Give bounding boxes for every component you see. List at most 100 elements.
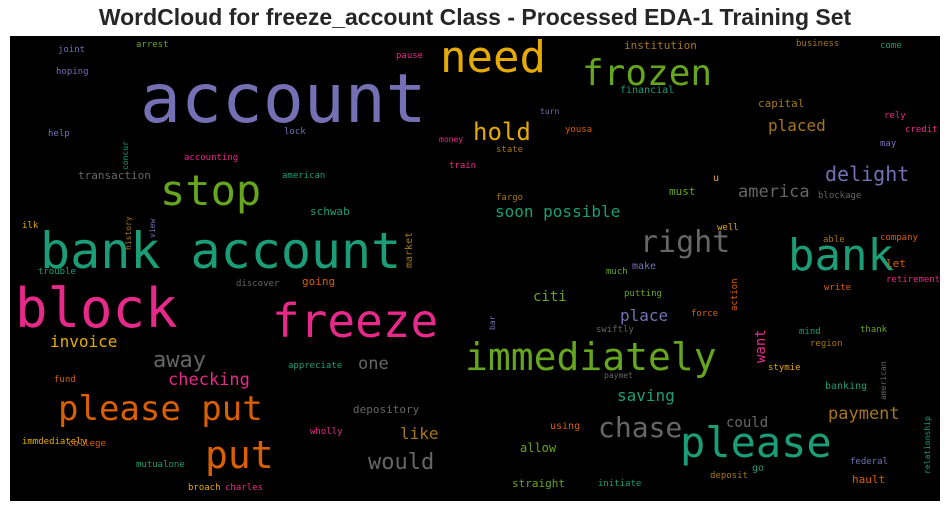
word-cloud-term: going [302, 275, 336, 288]
word-cloud-term: using [550, 421, 581, 432]
word-cloud-term: business [796, 39, 840, 49]
word-cloud-term: discover [236, 279, 280, 289]
word-cloud-term: straight [512, 477, 565, 490]
word-cloud-term: money [439, 135, 464, 144]
word-cloud-term: lock [284, 127, 306, 137]
word-cloud-term: credit [905, 125, 938, 135]
word-cloud-term: hold [473, 118, 531, 146]
word-cloud-term: may [880, 139, 897, 149]
word-cloud-term: bank [788, 230, 894, 281]
word-cloud-term: want [753, 329, 769, 363]
word-cloud-term: please put [58, 389, 263, 429]
word-cloud-term: ilk [22, 221, 39, 231]
word-cloud-term: yousa [565, 125, 593, 135]
word-cloud-term: american [282, 171, 326, 181]
word-cloud-term: make [632, 261, 657, 272]
word-cloud-term: allow [520, 441, 557, 455]
word-cloud-term: financial [620, 85, 675, 96]
word-cloud-term: hault [852, 473, 886, 486]
word-cloud-term: depository [353, 403, 420, 416]
word-cloud-term: well [717, 223, 739, 233]
word-cloud-term: institution [624, 39, 697, 52]
word-cloud-term: immediately [465, 335, 717, 379]
word-cloud-term: america [738, 182, 810, 202]
word-cloud-term: force [691, 309, 719, 319]
word-cloud-term: able [823, 235, 845, 245]
word-cloud-term: freeze [272, 294, 439, 348]
word-cloud-term: capital [758, 97, 805, 110]
word-cloud-term: history [124, 216, 133, 250]
word-cloud-term: account [140, 60, 427, 139]
word-cloud-term: help [48, 129, 70, 139]
word-cloud-term: invoice [50, 332, 118, 351]
word-cloud-term: retirement [886, 275, 940, 285]
word-cloud-term: right [640, 225, 731, 260]
word-cloud-term: action [730, 278, 740, 311]
word-cloud-term: block [15, 277, 178, 340]
word-cloud-term: blockage [818, 191, 862, 201]
word-cloud-term: schwab [310, 205, 350, 218]
word-cloud-term: away [153, 348, 206, 373]
word-cloud-term: placed [768, 116, 826, 135]
word-cloud-term: much [606, 267, 628, 277]
word-cloud-term: rely [884, 111, 906, 121]
word-cloud-term: transaction [78, 169, 151, 182]
word-cloud-term: could [726, 415, 769, 431]
word-cloud-term: wholly [310, 427, 343, 437]
word-cloud-term: trouble [38, 267, 76, 277]
word-cloud-term: putting [624, 289, 662, 299]
word-cloud-canvas: account need frozen bank account block freeze… [10, 36, 940, 501]
word-cloud-term: immdediately [22, 437, 88, 447]
word-cloud-term: like [400, 424, 439, 443]
word-cloud-term: frozen [582, 53, 713, 94]
word-cloud-term: state [496, 145, 524, 155]
word-cloud-term: train [449, 161, 477, 171]
word-cloud-term: mind [799, 327, 821, 337]
word-cloud-term: american [879, 361, 888, 400]
word-cloud-term: checking [168, 370, 250, 390]
word-cloud-term: deposit [710, 471, 748, 481]
word-cloud-term: please [680, 418, 832, 467]
word-cloud-term: appreciate [288, 361, 343, 371]
chart-title: WordCloud for freeze_account Class - Pro… [98, 4, 852, 30]
word-cloud-term: region [810, 339, 843, 349]
word-cloud-term: payment [828, 404, 900, 424]
word-cloud-term: saving [617, 386, 675, 405]
word-cloud-term: delight [825, 162, 910, 186]
word-cloud-term: accounting [184, 153, 239, 163]
word-cloud-term: charles [225, 483, 263, 493]
word-cloud-term: put [205, 433, 274, 477]
word-cloud-term: write [824, 283, 852, 293]
word-cloud-term: relationship [923, 416, 932, 474]
word-cloud-term: broach [188, 483, 221, 493]
word-cloud-term: fund [54, 375, 76, 385]
word-cloud-term: banking [825, 381, 868, 392]
word-cloud-term: must [669, 185, 696, 198]
word-cloud-term: swiftly [596, 325, 634, 335]
word-cloud-term: stop [160, 166, 262, 215]
word-cloud-term: one [358, 354, 389, 374]
word-cloud-term: place [620, 306, 669, 325]
word-cloud-term: market [404, 231, 415, 268]
word-cloud-term: college [68, 439, 106, 449]
word-cloud-term: initiate [598, 479, 642, 489]
word-cloud-term: hoping [56, 67, 89, 77]
word-cloud-term: would [368, 450, 435, 475]
word-cloud-term: bank account [40, 222, 402, 280]
word-cloud-term: federal [850, 457, 888, 467]
word-cloud-term: paymet [604, 371, 633, 380]
word-cloud-term: turn [540, 107, 560, 116]
word-cloud-term: view [148, 218, 157, 238]
word-cloud-term: come [880, 41, 902, 51]
word-cloud-term: arrest [136, 40, 169, 50]
word-cloud-term: need [440, 36, 546, 83]
word-cloud-term: mutualone [136, 460, 185, 470]
word-cloud-term: thank [860, 325, 888, 335]
word-cloud-term: fargo [496, 193, 524, 203]
word-cloud-term: bar [488, 315, 497, 330]
word-cloud-term: company [880, 233, 918, 243]
word-cloud-term: go [752, 463, 765, 474]
word-cloud-term: pause [396, 51, 424, 61]
word-cloud-term: u [713, 173, 720, 184]
word-cloud-term: let [886, 257, 906, 270]
